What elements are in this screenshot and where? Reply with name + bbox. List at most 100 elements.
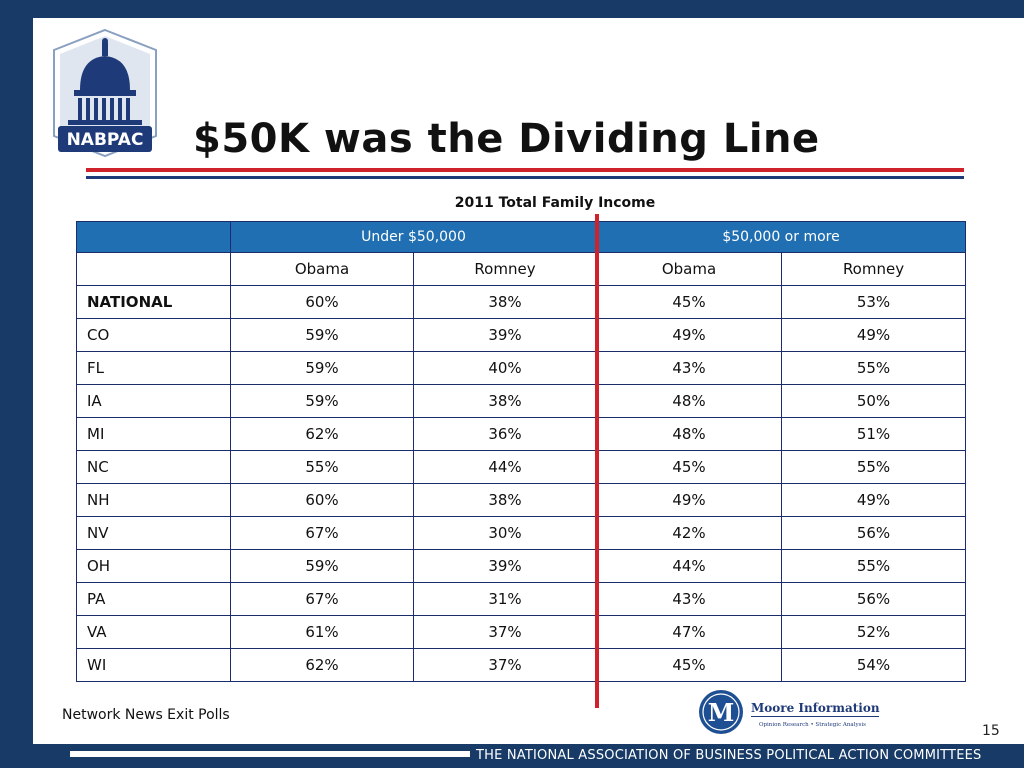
table-cell: 59%: [230, 549, 414, 583]
table-cell: 54%: [781, 648, 967, 682]
moore-logo-letter: M: [708, 698, 735, 727]
table-row: PA 67% 31% 43% 56%: [76, 582, 967, 616]
table-cell: 48%: [596, 384, 783, 418]
table-cell: 43%: [596, 351, 783, 385]
table-cell: 59%: [230, 351, 414, 385]
column-header: Obama: [230, 252, 414, 286]
table-cell: 49%: [781, 318, 967, 352]
column-header: Romney: [412, 252, 598, 286]
table-caption: 2011 Total Family Income: [0, 195, 1024, 211]
moore-logo-tagline: Opinion Research • Strategic Analysis: [759, 722, 866, 728]
table-caption-text: 2011 Total Family Income: [454, 195, 656, 211]
row-label: NV: [76, 516, 231, 550]
column-header-row: Obama Romney Obama Romney: [76, 252, 967, 286]
footer-rule: [70, 751, 470, 757]
group-header-under-50k: Under $50,000: [229, 221, 598, 253]
table-cell: 60%: [230, 483, 414, 517]
logo-text: NABPAC: [67, 130, 144, 150]
table-cell: 53%: [781, 285, 967, 319]
table-cell: 49%: [596, 483, 783, 517]
table-row: NH 60% 38% 49% 49%: [76, 483, 967, 517]
table-row: NV 67% 30% 42% 56%: [76, 516, 967, 550]
slide-title: $50K was the Dividing Line: [193, 116, 820, 162]
table-row: CO 59% 39% 49% 49%: [76, 318, 967, 352]
table-cell: 55%: [781, 549, 967, 583]
table-cell: 42%: [596, 516, 783, 550]
table-cell: 67%: [230, 516, 414, 550]
table-body: NATIONAL 60% 38% 45% 53% CO 59% 39% 49% 49% FL 59% 4…: [76, 285, 967, 682]
table-cell: 48%: [596, 417, 783, 451]
table-cell: 38%: [412, 285, 598, 319]
row-label: OH: [76, 549, 231, 583]
table-cell: 50%: [781, 384, 967, 418]
row-label: CO: [76, 318, 231, 352]
table-row: MI 62% 36% 48% 51%: [76, 417, 967, 451]
column-header: Romney: [781, 252, 967, 286]
table-cell: 61%: [230, 615, 414, 649]
table-cell: 44%: [412, 450, 598, 484]
row-label: IA: [76, 384, 231, 418]
table-cell: 55%: [781, 450, 967, 484]
title-rule-red: [86, 168, 964, 172]
title-rule-blue: [86, 176, 964, 179]
nabpac-capitol-logo: NABPAC: [53, 28, 157, 158]
table-cell: 38%: [412, 483, 598, 517]
column-header: Obama: [596, 252, 783, 286]
table-row: WI 62% 37% 45% 54%: [76, 648, 967, 682]
page-number: 15: [982, 723, 1000, 739]
table-cell: 37%: [412, 648, 598, 682]
table-cell: 40%: [412, 351, 598, 385]
table-cell: 43%: [596, 582, 783, 616]
table-cell: 62%: [230, 648, 414, 682]
table-cell: 39%: [412, 549, 598, 583]
table-cell: 49%: [596, 318, 783, 352]
table-cell: 31%: [412, 582, 598, 616]
table-cell: 60%: [230, 285, 414, 319]
table-cell: 62%: [230, 417, 414, 451]
table-row: IA 59% 38% 48% 50%: [76, 384, 967, 418]
table-cell: 45%: [596, 648, 783, 682]
moore-information-logo: M Moore Information Opinion Research • S…: [699, 690, 880, 734]
table-cell: 56%: [781, 582, 967, 616]
row-label: WI: [76, 648, 231, 682]
table-row: OH 59% 39% 44% 55%: [76, 549, 967, 583]
table-cell: 52%: [781, 615, 967, 649]
table-cell: 37%: [412, 615, 598, 649]
dividing-line: [595, 214, 599, 708]
footer-organization-name: THE NATIONAL ASSOCIATION OF BUSINESS POL…: [476, 748, 982, 763]
table-cell: 55%: [230, 450, 414, 484]
table-cell: 59%: [230, 384, 414, 418]
table-cell: 56%: [781, 516, 967, 550]
table-row: VA 61% 37% 47% 52%: [76, 615, 967, 649]
table-cell: 45%: [596, 450, 783, 484]
table-cell: 38%: [412, 384, 598, 418]
table-row: FL 59% 40% 43% 55%: [76, 351, 967, 385]
table-cell: 45%: [596, 285, 783, 319]
row-label: PA: [76, 582, 231, 616]
table-cell: 51%: [781, 417, 967, 451]
table-cell: 39%: [412, 318, 598, 352]
table-cell: 30%: [412, 516, 598, 550]
table-row: NATIONAL 60% 38% 45% 53%: [76, 285, 967, 319]
moore-logo-name: Moore Information: [751, 701, 880, 715]
income-vote-table: Under $50,000 $50,000 or more Obama Romn…: [76, 221, 967, 682]
table-cell: 67%: [230, 582, 414, 616]
group-header-blank: [76, 221, 231, 253]
row-label: FL: [76, 351, 231, 385]
group-header-row: Under $50,000 $50,000 or more: [76, 221, 967, 253]
table-cell: 36%: [412, 417, 598, 451]
table-row: NC 55% 44% 45% 55%: [76, 450, 967, 484]
source-note: Network News Exit Polls: [62, 707, 230, 723]
column-header-blank: [76, 252, 231, 286]
table-cell: 55%: [781, 351, 967, 385]
table-cell: 49%: [781, 483, 967, 517]
row-label: VA: [76, 615, 231, 649]
row-label: NH: [76, 483, 231, 517]
group-header-50k-or-more: $50,000 or more: [596, 221, 967, 253]
table-cell: 44%: [596, 549, 783, 583]
table-cell: 47%: [596, 615, 783, 649]
table-cell: 59%: [230, 318, 414, 352]
row-label: NC: [76, 450, 231, 484]
row-label: MI: [76, 417, 231, 451]
row-label: NATIONAL: [76, 285, 231, 319]
